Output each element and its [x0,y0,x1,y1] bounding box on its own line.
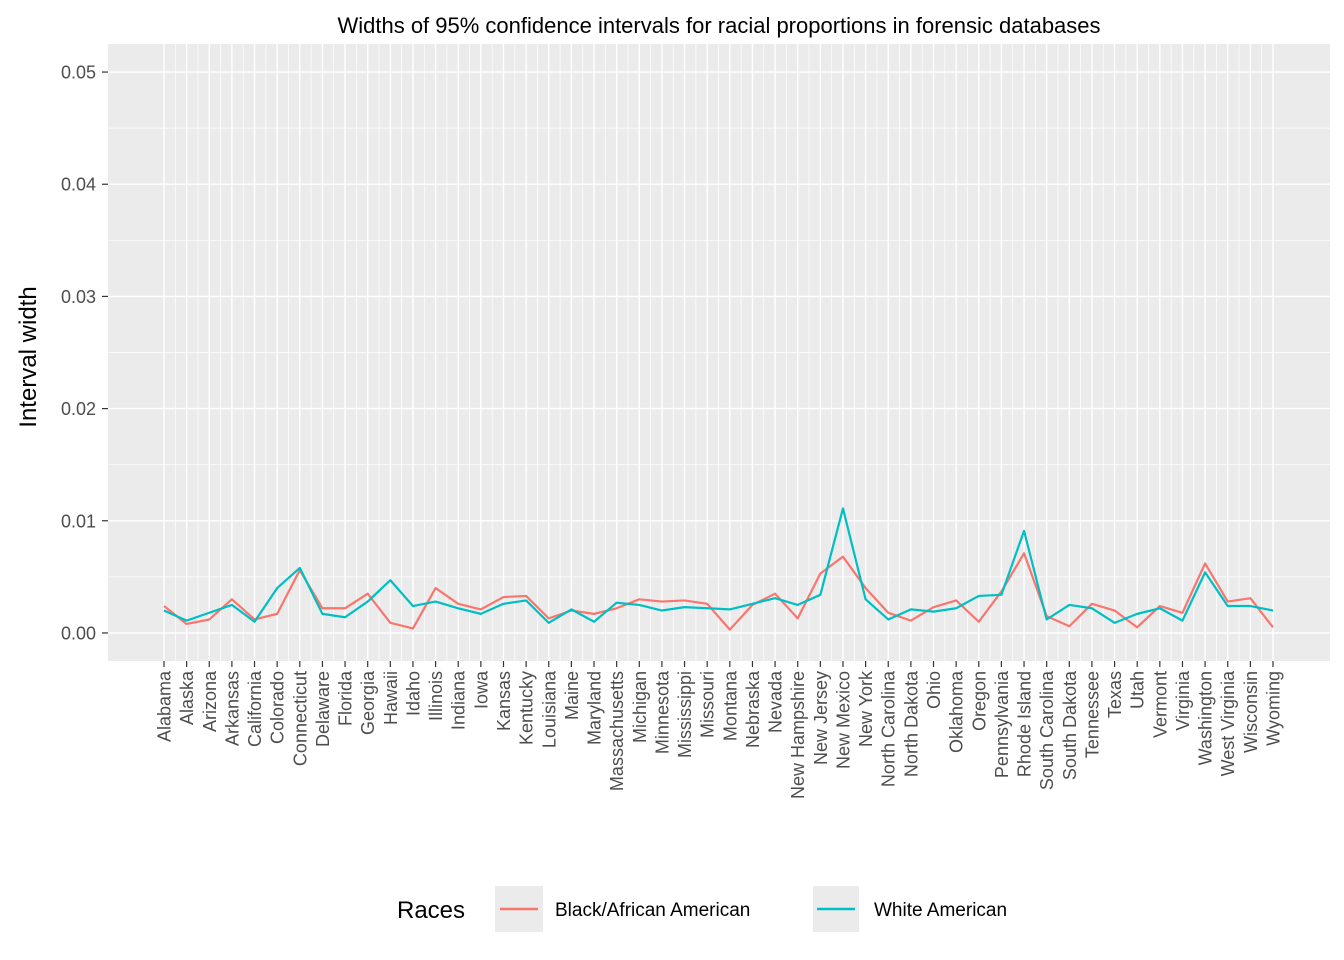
legend-label: Black/African American [555,900,750,921]
x-tick-label: North Dakota [901,670,921,777]
x-tick-label: Louisiana [539,670,559,748]
legend-title: Races [397,897,465,924]
x-tick-label: Massachusetts [607,671,627,791]
x-tick-label: Indiana [449,670,469,730]
x-tick-label: Washington [1196,671,1216,765]
legend: Races Black/African American White Ameri… [397,886,1007,932]
x-tick-label: Nevada [766,670,786,733]
x-tick-label: California [245,670,265,747]
x-tick-label: Pennsylvania [992,670,1012,778]
x-tick-label: Tennessee [1082,671,1102,758]
x-tick-label: Georgia [358,670,378,735]
x-tick-label: Oregon [969,671,989,731]
x-tick-label: Kentucky [517,671,537,745]
x-tick-label: Maryland [585,671,605,745]
x-tick-label: Arizona [200,670,220,732]
x-tick-label: Kansas [494,671,514,731]
x-tick-label: Delaware [313,671,333,747]
x-tick-label: Alabama [155,670,175,742]
x-axis: Alabama Alaska Arizona Arkansas California Co… [155,661,1284,799]
x-tick-label: Florida [336,670,356,726]
y-tick-label: 0.04 [61,175,96,195]
x-tick-label: New York [856,670,876,747]
y-axis-title: Interval width [15,286,42,427]
legend-item-white-american: White American [813,886,1007,932]
x-tick-label: Wyoming [1264,671,1284,746]
x-tick-label: Nebraska [743,670,763,748]
x-tick-label: Ohio [924,671,944,709]
legend-label: White American [874,900,1007,921]
x-tick-label: Hawaii [381,671,401,725]
y-axis: 0.00 0.01 0.02 0.03 0.04 0.05 [61,63,108,643]
y-tick-label: 0.00 [61,623,96,643]
x-tick-label: Maine [562,671,582,720]
x-tick-label: Alaska [177,670,197,725]
x-tick-label: Michigan [630,671,650,743]
x-tick-label: Connecticut [290,671,310,766]
chart-title: Widths of 95% confidence intervals for r… [337,13,1100,38]
y-tick-label: 0.03 [61,287,96,307]
x-tick-label: Montana [720,670,740,741]
x-tick-label: Colorado [268,671,288,744]
x-tick-label: Illinois [426,671,446,721]
y-tick-label: 0.01 [61,511,96,531]
y-tick-label: 0.02 [61,399,96,419]
x-tick-label: West Virginia [1218,670,1238,776]
x-tick-label: South Dakota [1060,670,1080,780]
legend-item-black-african-american: Black/African American [495,886,750,932]
x-tick-label: Rhode Island [1015,671,1035,777]
x-tick-label: Wisconsin [1241,671,1261,753]
x-tick-label: North Carolina [879,670,899,787]
x-tick-label: Oklahoma [947,670,967,753]
x-tick-label: New Mexico [833,671,853,769]
x-tick-label: Iowa [471,670,491,709]
x-tick-label: Texas [1105,671,1125,718]
series-line [163,507,1274,624]
y-tick-label: 0.05 [61,63,96,83]
x-tick-label: Arkansas [222,671,242,746]
x-tick-label: Vermont [1150,671,1170,738]
x-tick-label: South Carolina [1037,670,1057,790]
x-tick-label: Minnesota [652,670,672,754]
x-tick-label: Idaho [403,671,423,716]
x-tick-label: Mississippi [675,671,695,758]
series-lines [163,507,1274,631]
x-tick-label: Missouri [698,671,718,738]
x-tick-label: New Hampshire [788,671,808,799]
x-tick-label: New Jersey [811,671,831,765]
x-tick-label: Virginia [1173,670,1193,731]
x-tick-label: Utah [1128,671,1148,709]
